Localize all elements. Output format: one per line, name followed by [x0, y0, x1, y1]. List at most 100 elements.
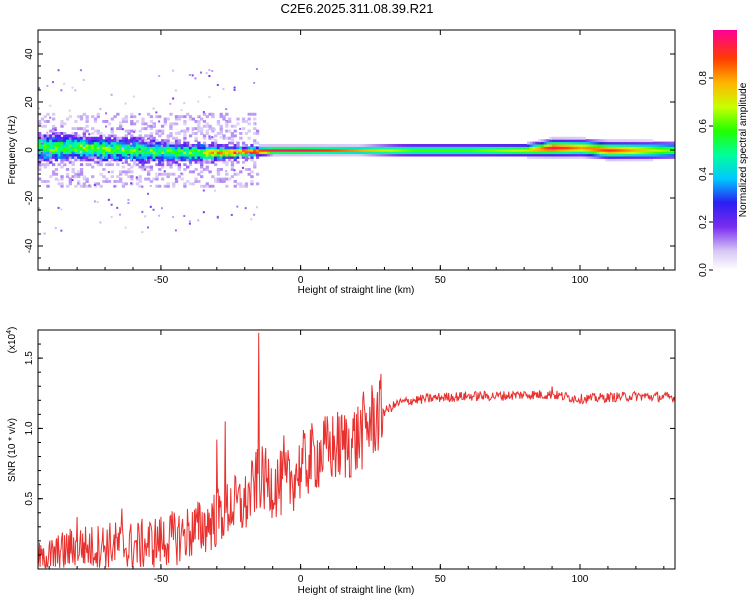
- heatmap-cell: [566, 148, 570, 152]
- heatmap-cell: [619, 139, 623, 143]
- heatmap-cell: [568, 153, 573, 157]
- heatmap-cell: [605, 156, 609, 159]
- heatmap-cell: [79, 144, 84, 147]
- heatmap-cell: [275, 151, 279, 155]
- heatmap-cell: [434, 146, 439, 150]
- heatmap-cell: [141, 165, 145, 169]
- heatmap-cell: [507, 153, 511, 157]
- heatmap-cell: [200, 151, 204, 155]
- heatmap-cell: [253, 112, 257, 116]
- heatmap-cell: [130, 129, 134, 133]
- heatmap-cell: [54, 132, 59, 135]
- heatmap-cell: [409, 144, 413, 147]
- heatmap-cell: [49, 156, 53, 159]
- heatmap-cell: [149, 120, 154, 123]
- heatmap-cell: [322, 144, 327, 147]
- heatmap-cell: [121, 147, 124, 150]
- heatmap-cell: [278, 153, 282, 157]
- heatmap-cell: [236, 146, 240, 150]
- heatmap-cell: [261, 151, 265, 155]
- heatmap-cell: [275, 153, 279, 157]
- heatmap-cell: [582, 148, 587, 152]
- heatmap-cell: [512, 151, 517, 155]
- heatmap-cell: [74, 134, 78, 138]
- heatmap-cell: [227, 146, 232, 150]
- heatmap-cell: [71, 144, 75, 147]
- heatmap-cell: [582, 146, 587, 150]
- heatmap-cell: [79, 184, 84, 188]
- heatmap-cell: [367, 151, 371, 155]
- heatmap-cell: [538, 153, 542, 157]
- heatmap-cell: [166, 117, 170, 121]
- heatmap-cell: [46, 158, 50, 162]
- heatmap-cell: [146, 160, 151, 164]
- heatmap-cell: [174, 156, 179, 159]
- heatmap-cell: [51, 129, 56, 133]
- heatmap-cell: [214, 180, 218, 183]
- heatmap-cell: [113, 144, 117, 147]
- heatmap-cell: [68, 182, 73, 186]
- heatmap-cell: [102, 175, 106, 179]
- heatmap-cell: [138, 175, 142, 179]
- heatmap-cell: [174, 132, 179, 135]
- heatmap-cell: [202, 153, 207, 157]
- heatmap-cell: [149, 184, 152, 187]
- heatmap-cell: [582, 153, 587, 157]
- heatmap-cell: [560, 146, 564, 150]
- heatmap-cell: [574, 141, 578, 145]
- heatmap-cell: [77, 170, 81, 174]
- heatmap-cell: [543, 141, 547, 145]
- heatmap-cell: [362, 146, 366, 150]
- heatmap-cell: [96, 163, 100, 167]
- heatmap-cell: [127, 170, 131, 174]
- heatmap-cell: [40, 144, 45, 147]
- heatmap-cell: [197, 148, 201, 152]
- heatmap-cell: [146, 148, 151, 152]
- heatmap-cell: [378, 148, 383, 152]
- heatmap-cell: [186, 129, 190, 133]
- heatmap-cell: [454, 148, 458, 152]
- heatmap-cell: [71, 148, 75, 152]
- heatmap-cell: [105, 156, 109, 159]
- heatmap-cell: [538, 148, 542, 152]
- heatmap-cell: [493, 146, 497, 150]
- heatmap-cell: [658, 141, 662, 145]
- heatmap-cell: [71, 160, 75, 164]
- heatmap-cell: [521, 153, 525, 157]
- heatmap-cell: [107, 151, 112, 155]
- heatmap-cell: [423, 146, 427, 150]
- heatmap-cell: [644, 148, 648, 152]
- heatmap-cell: [85, 144, 89, 147]
- heatmap-cell: [655, 153, 659, 157]
- heatmap-cell: [582, 136, 587, 140]
- heatmap-cell: [211, 184, 215, 188]
- heatmap-cell: [71, 179, 74, 182]
- heatmap-cell: [54, 128, 57, 131]
- heatmap-cell: [613, 156, 617, 159]
- heatmap-cell: [607, 139, 612, 143]
- heatmap-cell: [602, 148, 606, 152]
- heatmap-cell: [566, 156, 570, 159]
- heatmap-cell: [144, 139, 148, 143]
- heatmap-cell: [381, 146, 385, 150]
- heatmap-cell: [91, 158, 95, 162]
- heatmap-cell: [65, 141, 70, 145]
- heatmap-cell: [448, 151, 452, 155]
- heatmap-cell: [169, 141, 173, 145]
- heatmap-cell: [88, 184, 91, 187]
- heatmap-cell: [526, 146, 531, 150]
- heatmap-cell: [415, 151, 419, 155]
- heatmap-cell: [214, 158, 218, 162]
- heatmap-cell: [616, 156, 620, 159]
- heatmap-cell: [264, 148, 268, 152]
- heatmap-cell: [82, 151, 86, 155]
- heatmap-cell: [46, 148, 50, 152]
- heatmap-cell: [440, 148, 444, 152]
- heatmap-cell: [88, 141, 92, 145]
- heatmap-cell: [236, 122, 240, 126]
- heatmap-cell: [630, 158, 634, 162]
- heatmap-cell: [93, 200, 96, 203]
- heatmap-cell: [552, 153, 556, 157]
- heatmap-cell: [74, 132, 78, 135]
